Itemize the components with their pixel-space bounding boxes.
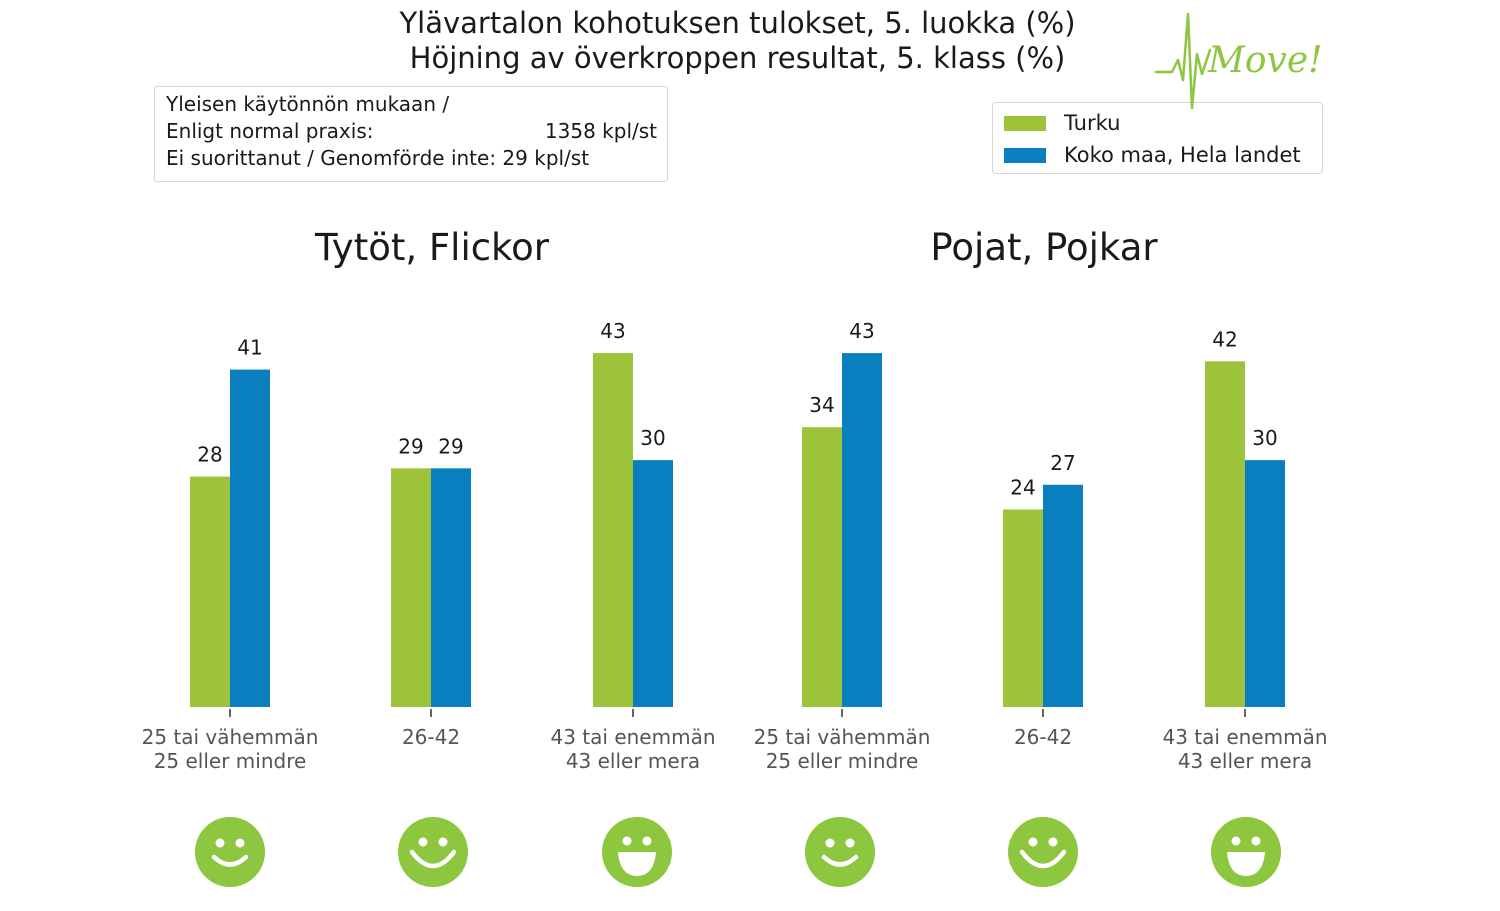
bar-p1-c2-s0 <box>1205 361 1245 707</box>
data-label-p0-c2-s1: 30 <box>640 426 665 450</box>
legend-swatch-turku <box>1004 115 1046 131</box>
data-label-p1-c1-s0: 24 <box>1010 475 1035 499</box>
data-label-p1-c0-s1: 43 <box>849 319 874 343</box>
logo-heartbeat-line <box>1154 12 1212 110</box>
move-logo: Move! <box>1154 12 1323 110</box>
info-line-2-label: Enligt normal praxis: <box>166 119 374 143</box>
info-box: Yleisen käytönnön mukaan / Enligt normal… <box>154 86 668 182</box>
smiley-icon-5 <box>1007 816 1079 888</box>
data-label-p0-c1-s0: 29 <box>398 434 423 458</box>
data-label-p0-c1-s1: 29 <box>438 434 463 458</box>
tick-label-p0-c2-l0: 43 tai enemmän <box>551 725 716 749</box>
info-line-1: Yleisen käytönnön mukaan / <box>166 92 450 116</box>
smiley-icon-6 <box>1210 816 1282 888</box>
smiley-icon-3 <box>601 816 673 888</box>
info-line-2: Enligt normal praxis: 1358 kpl/st <box>166 118 657 145</box>
tick-label-p1-c2-l0: 43 tai enemmän <box>1163 725 1328 749</box>
tick-label-p0-c1-l0: 26-42 <box>402 725 460 749</box>
data-label-p1-c0-s0: 34 <box>809 393 834 417</box>
title-line-1: Ylävartalon kohotuksen tulokset, 5. luok… <box>399 6 1076 40</box>
data-label-p1-c2-s0: 42 <box>1212 327 1237 351</box>
bar-p1-c0-s0 <box>802 427 842 707</box>
bar-p0-c0-s1 <box>230 369 270 707</box>
bar-p0-c2-s1 <box>633 460 673 707</box>
title-line-2: Höjning av överkroppen resultat, 5. klas… <box>409 41 1066 75</box>
legend-label-turku: Turku <box>1064 111 1121 135</box>
tick-label-p0-c2-l1: 43 eller mera <box>566 749 700 773</box>
bar-p1-c1-s1 <box>1043 484 1083 707</box>
panel-title-girls: Tytöt, Flickor <box>314 226 550 269</box>
legend-item-koko-maa: Koko maa, Hela landet <box>1004 142 1301 168</box>
tick-label-p0-c0-l1: 25 eller mindre <box>154 749 307 773</box>
tick-label-p1-c1-l0: 26-42 <box>1014 725 1072 749</box>
info-line-3: Ei suorittanut / Genomförde inte: 29 kpl… <box>166 146 590 170</box>
bar-p1-c2-s1 <box>1245 460 1285 707</box>
bar-p1-c1-s0 <box>1003 509 1043 707</box>
bar-p0-c0-s0 <box>190 476 230 707</box>
chart-title: Ylävartalon kohotuksen tulokset, 5. luok… <box>0 6 1475 76</box>
info-line-2-value: 1358 kpl/st <box>544 119 657 143</box>
legend-swatch-koko-maa <box>1004 147 1046 163</box>
legend: Turku Koko maa, Hela landet <box>992 102 1323 174</box>
tick-label-p0-c0-l0: 25 tai vähemmän <box>142 725 319 749</box>
bar-p0-c2-s0 <box>593 353 633 707</box>
legend-label-koko-maa: Koko maa, Hela landet <box>1064 143 1301 167</box>
legend-item-turku: Turku <box>1004 110 1120 136</box>
data-label-p1-c2-s1: 30 <box>1252 426 1277 450</box>
panel-title-boys: Pojat, Pojkar <box>930 226 1158 269</box>
data-label-p0-c0-s0: 28 <box>197 443 222 467</box>
smiley-icon-1 <box>194 816 266 888</box>
tick-label-p1-c2-l1: 43 eller mera <box>1178 749 1312 773</box>
smiley-icon-2 <box>397 816 469 888</box>
data-label-p0-c2-s0: 43 <box>600 319 625 343</box>
bar-p0-c1-s1 <box>431 468 471 707</box>
tick-label-p1-c0-l1: 25 eller mindre <box>766 749 919 773</box>
data-label-p1-c1-s1: 27 <box>1050 451 1075 475</box>
tick-label-p1-c0-l0: 25 tai vähemmän <box>754 725 931 749</box>
logo-text: Move! <box>1207 40 1323 81</box>
bar-p0-c1-s0 <box>391 468 431 707</box>
smiley-icon-4 <box>804 816 876 888</box>
bar-p1-c0-s1 <box>842 353 882 707</box>
data-label-p0-c0-s1: 41 <box>237 336 262 360</box>
